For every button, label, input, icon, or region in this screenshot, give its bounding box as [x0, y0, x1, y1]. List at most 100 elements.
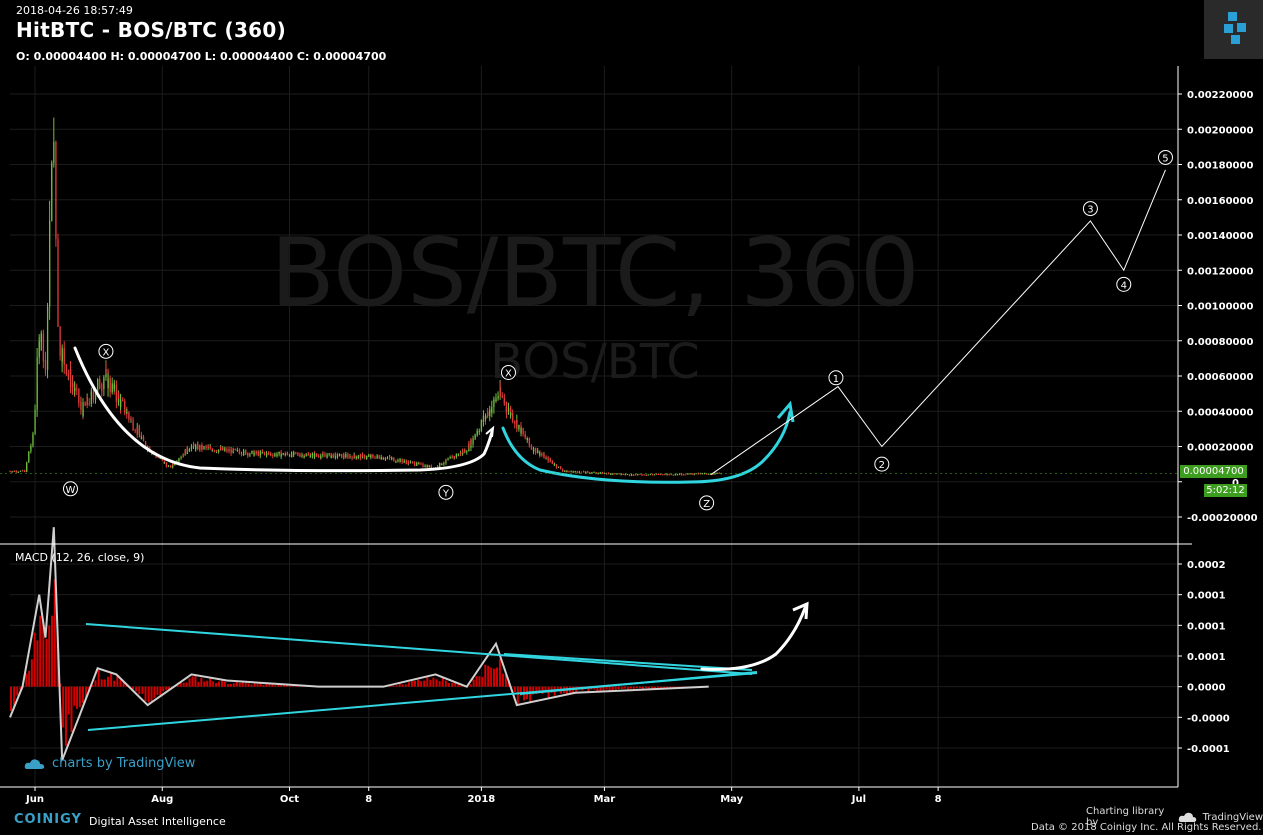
candle-body — [674, 474, 677, 476]
candle-body — [716, 472, 718, 474]
candle-body — [220, 447, 222, 450]
macd-indicator-label[interactable]: MACD (12, 26, close, 9) — [15, 551, 145, 564]
candle-body — [295, 452, 297, 454]
candle-body — [82, 402, 84, 417]
candle-body — [280, 454, 282, 457]
candle-body — [311, 453, 314, 455]
candle-body — [620, 474, 622, 476]
macd-histogram-bar — [538, 686, 541, 693]
candle-body — [509, 413, 512, 416]
candle-body — [265, 452, 268, 456]
candle-body — [115, 396, 118, 402]
candle-body — [257, 452, 259, 456]
macd-histogram-bar — [469, 684, 472, 687]
macd-histogram-bar — [669, 686, 672, 688]
macd-histogram-bar — [144, 686, 147, 701]
watermark-subsymbol: BOS/BTC — [490, 334, 699, 390]
data-copyright: Data © 2018 Coinigy Inc. All Rights Rese… — [1031, 822, 1262, 833]
candle-body — [389, 456, 391, 458]
candle-body — [55, 200, 57, 240]
charting-library-credit[interactable]: Charting library by TradingView — [1086, 806, 1263, 828]
candle-body — [170, 466, 172, 468]
macd-histogram-bar — [593, 686, 596, 690]
candle-body — [610, 473, 612, 475]
candle-body — [591, 472, 593, 474]
coinigy-cube-icon — [1224, 12, 1246, 44]
candle-body — [658, 473, 660, 475]
candle-body — [211, 448, 214, 451]
macd-histogram-bar — [256, 683, 259, 687]
macd-histogram-bar — [599, 686, 602, 692]
candle-body — [188, 449, 191, 451]
candle-body — [633, 475, 635, 477]
candle-body — [608, 472, 610, 474]
y-tick-label: 0.00040000 — [1187, 407, 1253, 418]
macd-histogram-bar — [218, 681, 221, 687]
wave-label-circle — [62, 481, 78, 497]
macd-histogram-bar — [10, 686, 12, 711]
macd-histogram-bar — [150, 686, 153, 702]
candle-body — [520, 428, 522, 434]
candle-body — [424, 465, 426, 467]
candle-body — [587, 471, 589, 473]
macd-histogram-bar — [153, 686, 156, 698]
macd-histogram-bar — [495, 667, 498, 687]
macd-histogram-bar — [53, 579, 56, 687]
macd-histogram-bar — [241, 682, 244, 687]
candle-body — [71, 383, 74, 388]
candle-body — [228, 449, 230, 452]
candle-body — [568, 471, 570, 473]
macd-histogram-bar — [203, 681, 206, 687]
candle-body — [182, 455, 184, 457]
candle-body — [503, 401, 506, 403]
candle-body — [343, 454, 345, 457]
macd-tick-label: -0.0000 — [1187, 713, 1230, 724]
tradingview-cloud-icon — [1178, 812, 1197, 822]
macd-histogram-bar — [472, 679, 475, 687]
candle-body — [144, 441, 147, 447]
candle-body — [46, 306, 49, 365]
macd-histogram-bar — [51, 615, 54, 687]
tradingview-watermark[interactable]: charts by TradingView — [24, 756, 195, 771]
candle-body — [284, 454, 287, 456]
candle-body — [163, 462, 166, 464]
wave-label: 1 — [828, 370, 844, 386]
candle-body — [645, 474, 647, 476]
candle-body — [382, 456, 385, 459]
macd-upper-trendline — [85, 623, 753, 675]
y-tick-label: 0.00100000 — [1187, 302, 1253, 313]
candle-body — [301, 454, 303, 456]
y-tick-label: 0.00180000 — [1187, 161, 1253, 172]
candle-body — [543, 454, 545, 459]
candle-body — [353, 454, 355, 457]
candle-body — [539, 453, 541, 456]
macd-histogram-bar — [280, 684, 283, 687]
wave-label-text: 5 — [1162, 153, 1168, 164]
coinigy-brand[interactable]: COINIGY — [14, 812, 82, 827]
candle-body — [142, 437, 145, 442]
candle-body — [268, 452, 270, 454]
macd-histogram-bar — [197, 681, 200, 687]
candle-body — [560, 467, 562, 470]
macd-histogram-bar — [501, 673, 504, 687]
candle-body — [480, 425, 483, 431]
macd-histogram-bar — [660, 686, 663, 688]
macd-histogram-bar — [651, 686, 654, 689]
candle-body — [197, 444, 199, 450]
candle-body — [628, 475, 631, 477]
candle-body — [512, 413, 514, 422]
macd-histogram-bar — [141, 686, 144, 694]
candle-body — [94, 395, 97, 400]
wave-label-text: 4 — [1121, 280, 1127, 291]
candle-body — [297, 453, 299, 455]
candle-body — [537, 450, 539, 453]
candle-body — [84, 404, 86, 406]
candle-body — [439, 462, 441, 467]
candle-body — [247, 453, 249, 456]
candle-body — [409, 461, 412, 464]
macd-histogram-bar — [429, 679, 432, 687]
candle-body — [36, 390, 38, 410]
candle-body — [685, 474, 687, 476]
coinigy-logo-badge[interactable] — [1204, 0, 1263, 59]
